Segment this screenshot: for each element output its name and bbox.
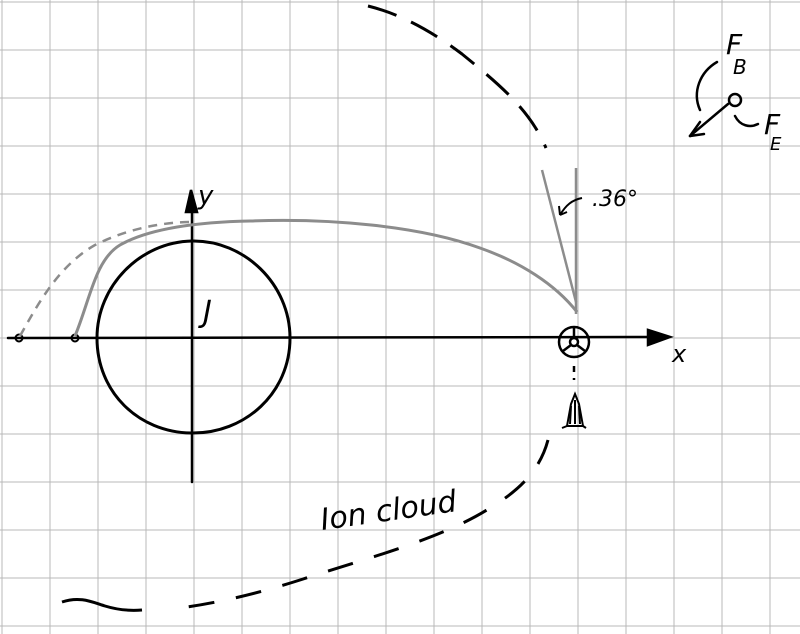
force-e-label: F — [764, 108, 781, 141]
solid-trajectory — [73, 218, 579, 337]
angle-ray-tilted — [540, 169, 578, 303]
force-b-subscript: B — [733, 55, 747, 79]
jupiter-circle — [95, 239, 292, 435]
angle-arc-arrow — [558, 205, 568, 216]
force-e-subscript: E — [770, 134, 782, 155]
dashed-trajectory — [18, 220, 193, 337]
angle-arc — [559, 197, 583, 216]
angle-label: .36° — [592, 187, 638, 212]
force-b-arc — [695, 60, 719, 112]
x-axis-label: x — [671, 340, 687, 368]
axes — [6, 189, 674, 484]
jupiter-label: J — [198, 295, 212, 330]
x-axis-line — [6, 335, 670, 340]
y-axis-label: y — [197, 181, 214, 211]
force-e-arrowhead — [688, 120, 706, 138]
y-axis-arrowhead — [184, 189, 199, 214]
dashed-path-start-point — [14, 333, 24, 343]
spacecraft-ring — [557, 325, 591, 359]
force-diagram — [688, 60, 760, 138]
force-e-arrow-shaft — [688, 102, 730, 138]
force-e-hook — [733, 114, 760, 128]
orbit-lower-tail — [61, 598, 143, 612]
orbit-lower-dashed — [179, 439, 550, 610]
particle-circle — [727, 92, 743, 108]
rocket-icon — [561, 391, 587, 429]
x-axis-arrowhead — [646, 328, 674, 347]
force-b-label: F — [726, 28, 743, 61]
orbit-upper-dashed — [367, 4, 548, 149]
